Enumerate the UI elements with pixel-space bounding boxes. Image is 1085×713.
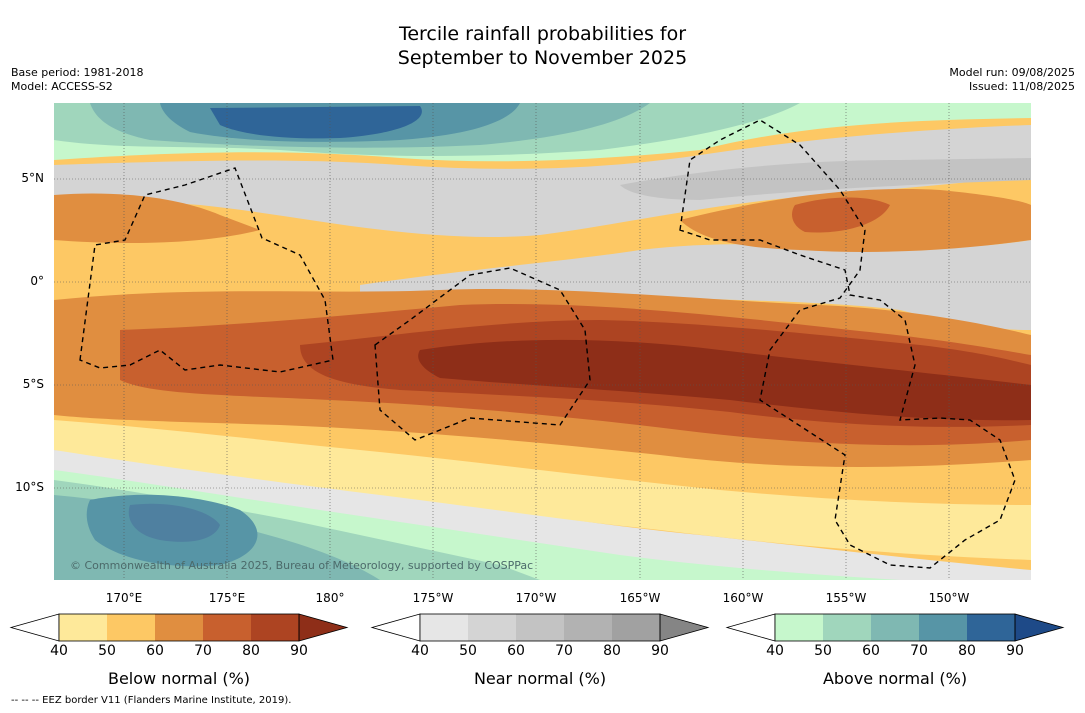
colorbar-tick-label: 90 (651, 643, 669, 659)
colorbar-segment (564, 614, 612, 641)
meta-right: Model run: 09/08/2025 Issued: 11/08/2025 (949, 66, 1075, 94)
colorbar-tick-label: 50 (459, 643, 477, 659)
colorbar-frame (419, 613, 661, 642)
south-above-blue-core (128, 503, 220, 542)
colorbar-segment (516, 614, 564, 641)
eez-east (679, 119, 1016, 569)
colorbar-left-extension (370, 613, 421, 642)
longitude-label: 155°W (825, 591, 867, 605)
near-normal-north (54, 125, 1031, 238)
longitude-label: 170°W (515, 591, 557, 605)
colorbar-segment (203, 614, 251, 641)
colorbars (9, 613, 1065, 642)
longitude-label: 160°W (722, 591, 764, 605)
colorbar-tick-label: 60 (862, 643, 880, 659)
colorbar-tick-label: 70 (555, 643, 573, 659)
issued-date: Issued: 11/08/2025 (968, 80, 1075, 93)
colorbar-tick-label: 80 (958, 643, 976, 659)
colorbar-right-extension (659, 613, 710, 642)
longitude-label: 175°W (412, 591, 454, 605)
near-normal-equator (360, 240, 1031, 330)
colorbar-segment (871, 614, 919, 641)
colorbar-segment (420, 614, 468, 641)
colorbar-frame (58, 613, 300, 642)
eez-footnote: -- -- -- EEZ border V11 (Flanders Marine… (11, 695, 292, 706)
title-line-2: September to November 2025 (397, 47, 688, 69)
graticule (54, 103, 1031, 580)
colorbar-tick-label: 90 (290, 643, 308, 659)
colorbar-title: Near normal (%) (473, 669, 607, 688)
longitude-label: 180° (315, 591, 345, 605)
map-title: Tercile rainfall probabilities for Septe… (0, 22, 1085, 70)
colorbar-tick-label: 90 (1006, 643, 1024, 659)
model-name: Model: ACCESS-S2 (11, 80, 113, 93)
below-main-darkest (418, 339, 1031, 421)
colorbar-tick-label: 60 (507, 643, 525, 659)
colorbar-tick-label: 40 (411, 643, 429, 659)
base-period: Base period: 1981-2018 (11, 66, 144, 79)
model-run: Model run: 09/08/2025 (949, 66, 1075, 79)
colorbar-tick-label: 40 (766, 643, 784, 659)
longitude-label: 165°W (619, 591, 661, 605)
colorbar-tick-label: 70 (910, 643, 928, 659)
colorbar-tick-label: 70 (194, 643, 212, 659)
colorbar-tick-label: 80 (603, 643, 621, 659)
colorbar-tick-label: 80 (242, 643, 260, 659)
longitude-label: 170°E (105, 591, 143, 605)
colorbar-title: Above normal (%) (822, 669, 968, 688)
title-line-1: Tercile rainfall probabilities for (398, 23, 687, 45)
colorbar-segment (59, 614, 107, 641)
colorbar-right-extension (1014, 613, 1065, 642)
copyright-note: © Commonwealth of Australia 2025, Bureau… (70, 559, 534, 572)
below-west-orange (54, 193, 260, 243)
south-light-below (54, 420, 1031, 560)
colorbar-segment (967, 614, 1015, 641)
colorbar-tick-label: 50 (98, 643, 116, 659)
north-above-darkblue (210, 106, 422, 139)
latitude-label: 5°S (22, 377, 44, 391)
colorbar-segment (919, 614, 967, 641)
colorbar-segment (107, 614, 155, 641)
map-field (54, 103, 1031, 580)
meta-left: Base period: 1981-2018 Model: ACCESS-S2 (11, 66, 143, 94)
colorbar-segment (775, 614, 823, 641)
colorbar-segment (468, 614, 516, 641)
colorbar-segment (155, 614, 203, 641)
colorbar-segment (823, 614, 871, 641)
latitude-label: 5°N (21, 171, 44, 185)
colorbar-frame (774, 613, 1016, 642)
colorbar-tick-label: 40 (50, 643, 68, 659)
colorbar-right-extension (298, 613, 349, 642)
colorbar-left-extension (725, 613, 776, 642)
colorbar-segment (251, 614, 299, 641)
eez-west (79, 167, 334, 373)
below-north-rust (792, 197, 890, 233)
longitude-label: 150°W (928, 591, 970, 605)
colorbar-left-extension (9, 613, 60, 642)
latitude-label: 0° (30, 274, 44, 288)
eez-borders (79, 119, 1016, 569)
colorbar-tick-label: 50 (814, 643, 832, 659)
colorbar-segment (612, 614, 660, 641)
colorbar-tick-label: 60 (146, 643, 164, 659)
longitude-label: 175°E (208, 591, 246, 605)
colorbar-title: Below normal (%) (107, 669, 251, 688)
latitude-label: 10°S (15, 480, 44, 494)
